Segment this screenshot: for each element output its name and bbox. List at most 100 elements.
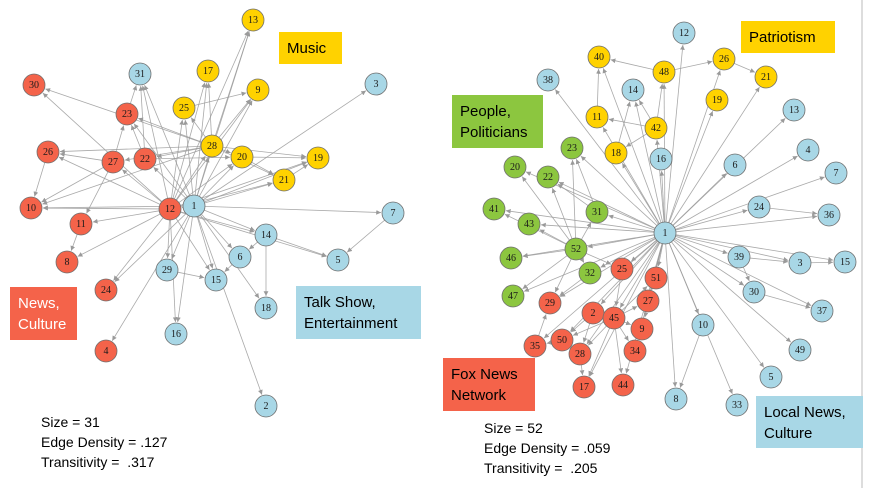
right-edge-1-14 xyxy=(634,101,663,223)
right-node-circle-16 xyxy=(649,147,673,171)
right-edge-density-stat: Edge Density = .059 xyxy=(484,440,611,456)
left-node-circle-1 xyxy=(182,194,206,218)
right-node-circle-10 xyxy=(691,313,715,337)
right-node-label-29: 29 xyxy=(545,298,555,309)
left-edge-1-14 xyxy=(204,209,256,231)
left-node-label-31: 31 xyxy=(135,69,145,80)
left-node-circle-13 xyxy=(241,8,265,32)
left-edge-1-29 xyxy=(171,215,191,260)
right-node-38: 38 xyxy=(536,68,560,92)
right-edge-52-20 xyxy=(521,176,570,241)
left-node-label-28: 28 xyxy=(207,141,217,152)
left-node-circle-2 xyxy=(254,394,278,418)
right-node-42: 42 xyxy=(644,116,668,140)
left-node-label-4: 4 xyxy=(104,346,109,357)
left-edge-14-5 xyxy=(276,238,327,257)
right-node-label-34: 34 xyxy=(630,346,640,357)
right-node-circle-41 xyxy=(482,197,506,221)
left-edge-22-23 xyxy=(131,124,142,149)
right-node-28: 28 xyxy=(568,342,592,366)
right-edge-50-35 xyxy=(546,340,552,345)
right-edge-45-28 xyxy=(587,325,607,346)
cluster-labels: Music News, Culture Talk Show, Entertainment… xyxy=(10,21,863,448)
right-node-circle-35 xyxy=(523,334,547,358)
right-node-label-38: 38 xyxy=(543,75,553,86)
right-edge-31-22 xyxy=(557,183,589,206)
right-node-label-32: 32 xyxy=(585,268,595,279)
left-edge-12-28 xyxy=(175,155,206,201)
left-node-label-30: 30 xyxy=(29,80,39,91)
right-edge-1-21 xyxy=(670,86,760,224)
right-node-label-1: 1 xyxy=(663,228,668,239)
left-node-2: 2 xyxy=(254,394,278,418)
right-size-stat: Size = 52 xyxy=(484,420,543,436)
right-edge-1-31 xyxy=(608,214,655,231)
right-edge-1-18 xyxy=(621,163,660,224)
left-node-circle-20 xyxy=(230,145,254,169)
right-node-circle-28 xyxy=(568,342,592,366)
right-edge-1-36 xyxy=(675,214,818,233)
right-node-label-22: 22 xyxy=(543,172,553,183)
right-node-circle-19 xyxy=(705,88,729,112)
right-node-2: 2 xyxy=(581,301,605,325)
left-edge-1-3 xyxy=(202,90,367,201)
right-node-45: 45 xyxy=(602,306,626,330)
left-node-6: 6 xyxy=(228,245,252,269)
left-node-circle-8 xyxy=(55,250,79,274)
left-node-circle-11 xyxy=(69,212,93,236)
right-node-41: 41 xyxy=(482,197,506,221)
left-edge-1-15 xyxy=(196,216,214,269)
left-edge-28-25 xyxy=(190,117,206,138)
left-node-circle-3 xyxy=(364,72,388,96)
left-node-circle-17 xyxy=(196,59,220,83)
left-node-label-10: 10 xyxy=(26,203,36,214)
right-node-circle-25 xyxy=(610,257,634,281)
right-node-circle-49 xyxy=(788,338,812,362)
right-edge-48-40 xyxy=(610,58,654,70)
right-node-circle-26 xyxy=(712,47,736,71)
right-node-21: 21 xyxy=(754,65,778,89)
right-node-18: 18 xyxy=(604,141,628,165)
left-network-edges xyxy=(33,30,385,395)
right-edge-39-30 xyxy=(742,266,750,282)
right-node-14: 14 xyxy=(621,78,645,102)
right-edge-52-22 xyxy=(551,188,573,239)
left-node-label-8: 8 xyxy=(65,257,70,268)
right-edge-1-8 xyxy=(665,243,678,388)
label-text-talk-show-entertainment-1: Entertainment xyxy=(304,315,398,332)
label-text-fox-news-network-1: Network xyxy=(451,387,507,404)
right-node-label-6: 6 xyxy=(733,160,738,171)
right-edge-1-3 xyxy=(675,234,789,262)
right-node-label-25: 25 xyxy=(617,264,627,275)
left-node-circle-25 xyxy=(172,96,196,120)
left-edge-22-31 xyxy=(138,85,145,149)
left-edge-23-31 xyxy=(130,85,138,104)
right-node-label-19: 19 xyxy=(712,95,722,106)
left-node-28: 28 xyxy=(200,134,224,158)
left-node-label-12: 12 xyxy=(165,204,175,215)
label-box-local-news-culture: Local News, Culture xyxy=(756,396,863,448)
right-node-4: 4 xyxy=(796,138,820,162)
left-size-stat: Size = 31 xyxy=(41,414,100,430)
left-edge-20-21 xyxy=(251,161,274,175)
left-edge-28-13 xyxy=(215,31,251,136)
label-text-people-politicians-0: People, xyxy=(460,103,511,120)
right-node-circle-48 xyxy=(652,60,676,84)
right-edge-1-30 xyxy=(673,238,745,286)
left-edge-12-13 xyxy=(174,30,249,200)
right-node-circle-21 xyxy=(754,65,778,89)
right-node-circle-34 xyxy=(623,339,647,363)
right-node-6: 6 xyxy=(723,153,747,177)
right-node-label-20: 20 xyxy=(510,162,520,173)
left-edge-density-stat: Edge Density = .127 xyxy=(41,434,168,450)
left-node-16: 16 xyxy=(164,322,188,346)
left-node-label-23: 23 xyxy=(122,109,132,120)
left-node-label-26: 26 xyxy=(43,147,53,158)
left-edge-1-21 xyxy=(204,182,273,204)
left-node-label-15: 15 xyxy=(211,275,221,286)
label-text-patriotism-0: Patriotism xyxy=(749,29,816,46)
right-edge-2-28 xyxy=(582,323,591,343)
right-node-label-16: 16 xyxy=(656,154,666,165)
right-node-24: 24 xyxy=(747,195,771,219)
left-node-label-17: 17 xyxy=(203,66,213,77)
